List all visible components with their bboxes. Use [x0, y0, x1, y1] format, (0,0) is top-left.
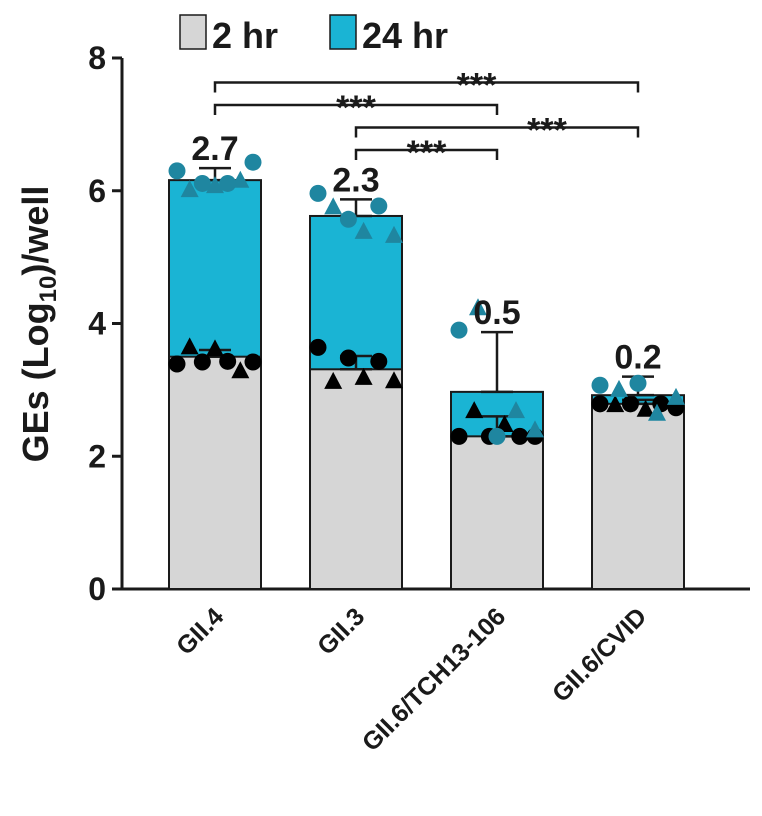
data-point [621, 395, 639, 413]
data-point [385, 371, 403, 389]
annotation: 2.7 [191, 130, 238, 168]
data-point [244, 153, 262, 171]
data-point [219, 174, 237, 192]
x-tick-label: GII.6/CVID [547, 602, 652, 707]
data-point [168, 355, 186, 373]
data-point [354, 367, 373, 385]
significance-label: *** [407, 134, 447, 172]
data-point [385, 225, 403, 243]
data-point [591, 376, 609, 394]
significance-bracket [354, 148, 499, 160]
data-point [193, 353, 211, 371]
y-label-part: GEs (Log [15, 302, 56, 462]
bar [591, 402, 685, 590]
data-point [526, 420, 544, 438]
legend-label: 24 hr [362, 15, 448, 56]
data-point [180, 180, 199, 198]
y-tick-label: 6 [88, 173, 106, 209]
y-label-part: )/well [15, 186, 56, 276]
data-point [309, 338, 327, 356]
significance-bracket [213, 81, 640, 93]
data-point [339, 210, 357, 228]
annotation: 0.5 [473, 294, 520, 332]
data-point [465, 401, 484, 419]
data-point [511, 427, 529, 445]
bar [450, 435, 544, 590]
data-point [244, 353, 262, 371]
data-point [231, 361, 250, 379]
y-tick-label: 2 [88, 438, 106, 474]
data-point [370, 352, 388, 370]
data-point [370, 197, 388, 215]
significance-bracket [213, 103, 499, 115]
data-point [667, 387, 685, 405]
significance-label: *** [457, 67, 497, 105]
data-point [469, 298, 487, 316]
data-point [450, 321, 468, 339]
y-tick-label: 0 [88, 571, 106, 607]
data-point [507, 401, 525, 419]
legend-label: 2 hr [212, 15, 278, 56]
legend-swatch [329, 14, 357, 50]
data-point [206, 176, 224, 194]
data-point [219, 352, 237, 370]
data-point [495, 415, 514, 433]
data-point [610, 379, 628, 397]
data-point [324, 371, 343, 389]
data-point [354, 221, 373, 239]
data-point [488, 427, 506, 445]
data-point [648, 403, 666, 421]
y-tick-label: 8 [88, 40, 106, 76]
annotation: 2.3 [332, 161, 379, 199]
significance-label: *** [527, 112, 567, 150]
data-point [339, 349, 357, 367]
annotation: 0.2 [614, 339, 661, 377]
data-point [231, 170, 250, 188]
data-point [591, 395, 609, 413]
bar [309, 368, 403, 590]
bar [168, 355, 262, 590]
data-point [180, 337, 199, 355]
data-point [309, 184, 327, 202]
x-tick-label: GII.4 [171, 602, 229, 660]
significance-label: *** [336, 89, 376, 127]
data-point [168, 162, 186, 180]
y-axis-label: GEs (Log10)/well [15, 186, 62, 463]
data-point [193, 174, 211, 192]
legend-swatch [179, 14, 207, 50]
data-point [606, 395, 625, 413]
significance-bracket [354, 126, 640, 138]
x-tick-label: GII.3 [312, 602, 370, 660]
data-point [450, 427, 468, 445]
y-tick-label: 4 [88, 306, 106, 342]
data-point [629, 374, 647, 392]
data-point [636, 399, 655, 417]
x-tick-label: GII.6/TCH13-106 [357, 602, 511, 756]
data-point [206, 339, 224, 357]
data-point [324, 197, 343, 215]
y-label-sub: 10 [35, 276, 62, 303]
